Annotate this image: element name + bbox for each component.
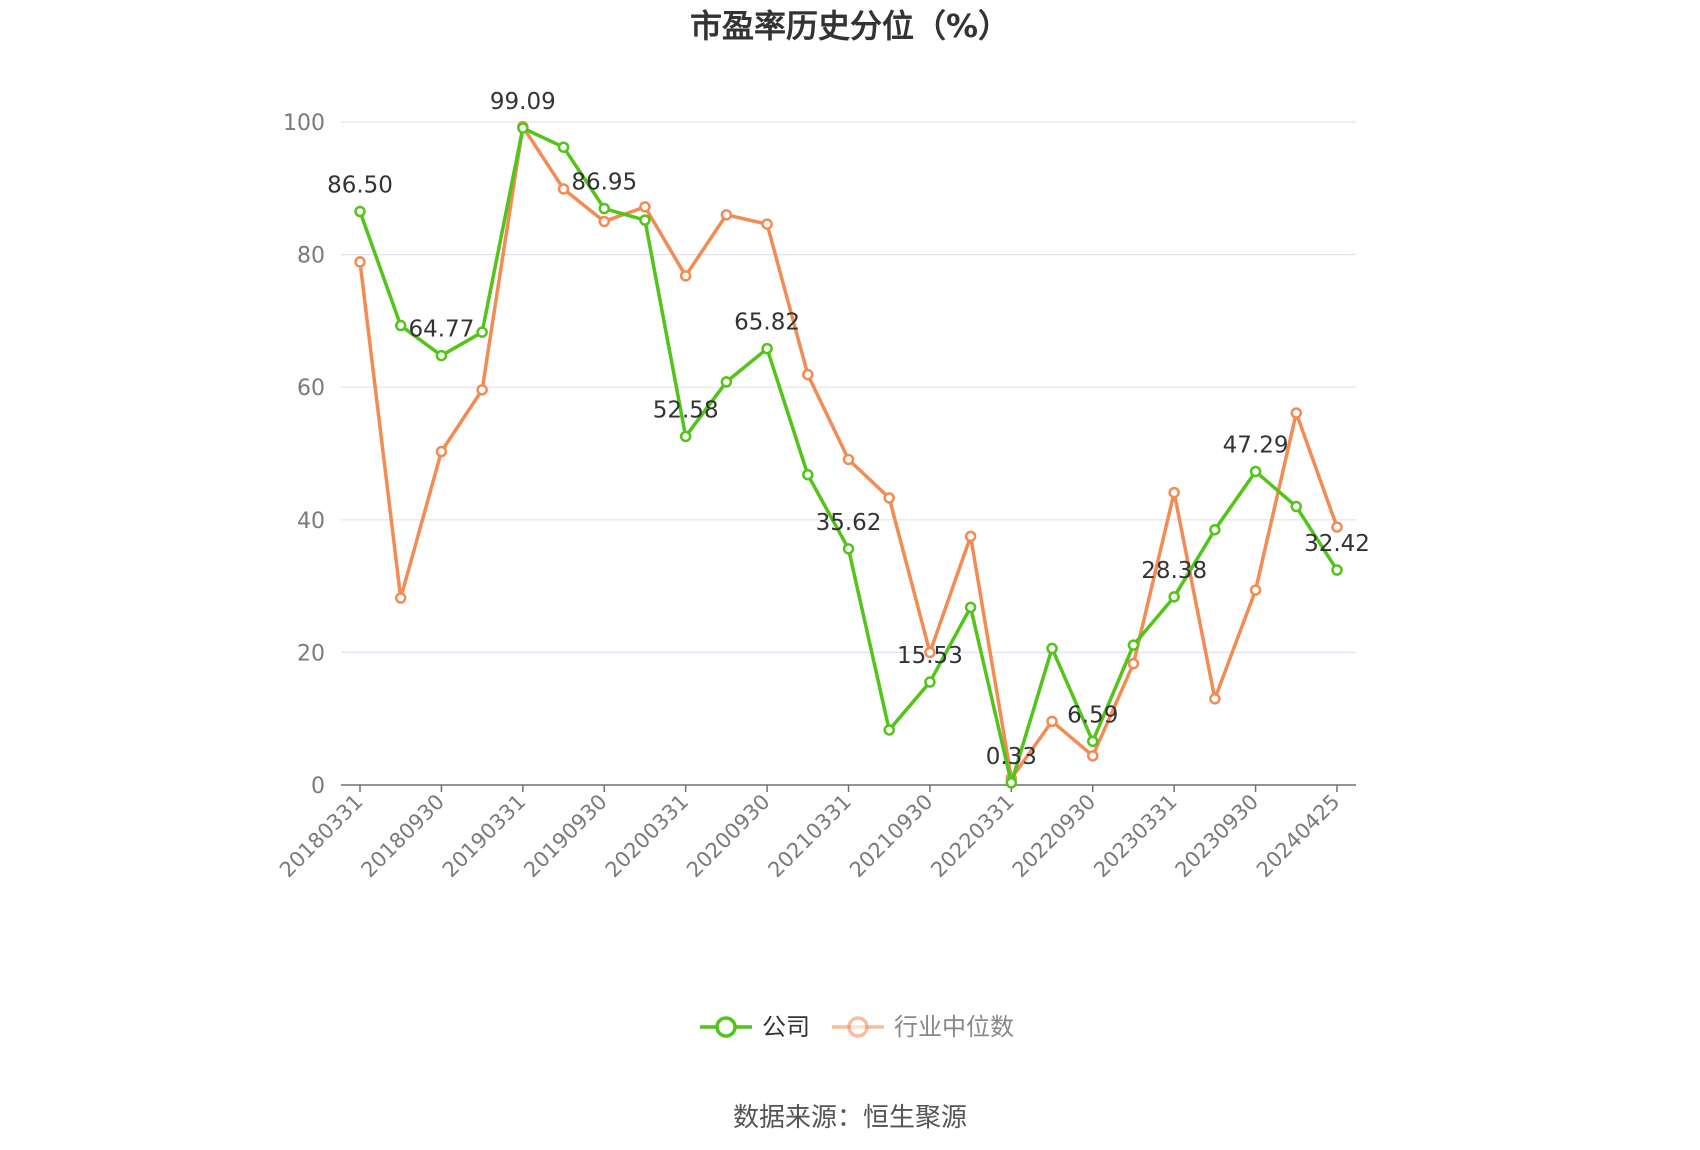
- data-label: 35.62: [816, 510, 882, 536]
- data-point-company: [435, 349, 448, 362]
- legend-item-industry-median[interactable]: 行业中位数: [832, 1013, 1014, 1041]
- x-tick-label: 20180331: [275, 790, 368, 883]
- data-point-industry: [842, 453, 855, 466]
- data-point-industry: [1249, 584, 1262, 596]
- x-tick-label: 20220930: [1008, 790, 1101, 883]
- data-point-industry: [476, 384, 488, 396]
- x-tick-label: 20210331: [763, 790, 856, 883]
- data-point-company: [679, 430, 692, 443]
- y-tick-label: 20: [297, 641, 325, 666]
- data-point-company: [1087, 735, 1099, 748]
- data-label: 15.53: [897, 643, 963, 669]
- data-point-company: [1005, 777, 1018, 789]
- x-tick-label: 20230930: [1171, 790, 1264, 883]
- data-point-industry: [679, 270, 692, 282]
- data-point-company: [1209, 523, 1221, 536]
- data-point-company: [842, 543, 855, 555]
- data-label: 99.09: [490, 89, 556, 115]
- x-tick-label: 20200930: [682, 790, 775, 883]
- data-label: 28.38: [1141, 558, 1207, 584]
- legend: 公司 行业中位数: [700, 1013, 1014, 1041]
- data-labels: 86.50 64.77 99.09 86.95 52.58 65.82 35.62 15.53…: [327, 89, 1370, 770]
- x-tick-label: 20190930: [519, 790, 612, 883]
- data-point-company: [1046, 642, 1058, 655]
- data-point-company: [720, 376, 733, 388]
- data-point-company: [598, 202, 610, 215]
- data-point-company: [1249, 465, 1262, 478]
- data-point-industry: [394, 592, 407, 604]
- legend-marker-company-icon: [715, 1016, 737, 1038]
- y-tick-label: 40: [297, 509, 325, 534]
- legend-label-company: 公司: [762, 1013, 810, 1041]
- legend-label-industry-median: 行业中位数: [894, 1013, 1014, 1041]
- data-point-industry: [1046, 715, 1058, 728]
- data-label: 32.42: [1304, 531, 1370, 557]
- data-point-company: [761, 342, 773, 355]
- y-axis-ticks: 0 20 40 60 80 100: [283, 111, 325, 799]
- data-point-industry: [720, 209, 733, 221]
- data-point-industry: [1087, 750, 1099, 762]
- data-point-company: [1331, 564, 1343, 576]
- y-tick-label: 80: [297, 244, 325, 269]
- x-tick-label: 20230331: [1089, 790, 1182, 883]
- data-point-company: [1168, 591, 1180, 603]
- data-point-company: [354, 205, 366, 218]
- data-label: 0.33: [986, 744, 1037, 770]
- x-axis-ticks: 2018033120180930201903312019093020200331…: [275, 785, 1345, 882]
- grid-lines: [341, 121, 1356, 654]
- data-point-company: [476, 326, 488, 338]
- data-point-industry: [802, 368, 814, 381]
- data-source: 数据来源：恒生聚源: [733, 1103, 967, 1133]
- x-tick-label: 20190331: [438, 790, 531, 883]
- data-label: 65.82: [734, 310, 800, 336]
- y-tick-label: 60: [297, 376, 325, 401]
- data-label: 86.50: [327, 173, 393, 199]
- data-point-industry: [924, 646, 936, 659]
- data-point-industry: [435, 445, 448, 458]
- data-label: 6.59: [1067, 702, 1118, 728]
- data-label: 86.95: [571, 170, 637, 196]
- y-tick-label: 0: [311, 774, 325, 799]
- data-point-industry: [1209, 693, 1221, 705]
- data-point-industry: [557, 183, 570, 195]
- data-label: 52.58: [653, 397, 719, 423]
- data-point-industry: [354, 256, 366, 268]
- data-point-company: [1127, 639, 1140, 651]
- y-tick-label: 100: [283, 111, 325, 136]
- x-tick-label: 20200331: [601, 790, 694, 883]
- x-tick-label: 20210930: [845, 790, 938, 883]
- data-point-industry: [1331, 521, 1343, 533]
- data-point-industry: [883, 492, 895, 504]
- data-point-company: [964, 601, 977, 614]
- data-label: 64.77: [408, 317, 474, 343]
- data-point-industry: [1127, 657, 1140, 670]
- series-line-industry-median: [358, 124, 1339, 781]
- data-point-industry: [1168, 486, 1180, 499]
- data-point-company: [517, 122, 529, 134]
- data-point-industry: [1290, 407, 1303, 419]
- data-point-industry: [598, 215, 610, 228]
- data-point-company: [394, 319, 407, 332]
- chart-title: 市盈率历史分位（%）: [690, 7, 1010, 45]
- data-point-company: [639, 214, 651, 226]
- data-point-company: [924, 676, 936, 688]
- data-point-company: [1290, 500, 1303, 513]
- data-point-company: [802, 468, 814, 481]
- data-label: 47.29: [1223, 432, 1289, 458]
- x-tick-label: 20240425: [1252, 790, 1345, 883]
- legend-marker-industry-icon: [847, 1016, 869, 1038]
- data-point-company: [883, 724, 895, 736]
- data-point-company: [557, 141, 570, 153]
- data-point-industry: [761, 218, 773, 230]
- series-lines: [354, 120, 1343, 789]
- x-tick-label: 20180930: [356, 790, 449, 883]
- data-point-industry: [964, 530, 977, 543]
- data-point-industry: [639, 201, 651, 213]
- x-tick-label: 20220331: [926, 790, 1019, 883]
- legend-item-company[interactable]: 公司: [700, 1013, 810, 1041]
